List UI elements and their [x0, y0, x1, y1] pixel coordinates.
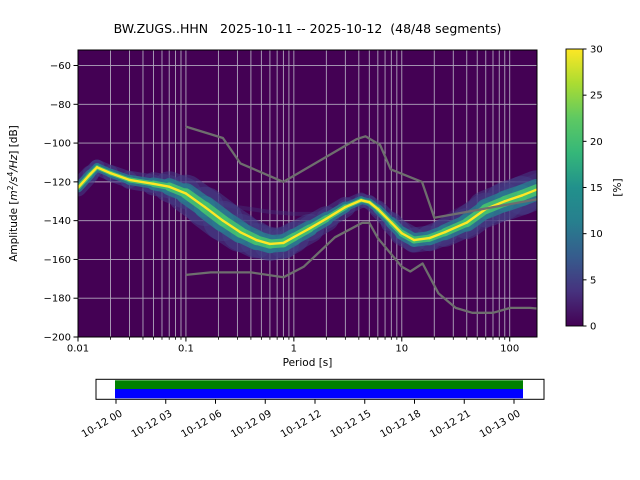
y-axis-label: Amplitude [m2/s4/Hz] [dB]: [6, 125, 20, 262]
noise-model-high-line: [185, 125, 537, 219]
psd-band-layer-3: [78, 166, 537, 246]
y-axis-tick-label: −180: [44, 294, 71, 305]
x-axis-label: Period [s]: [283, 357, 333, 369]
y-axis-tick-label: −100: [44, 139, 71, 150]
x-axis-tick-label: 0.1: [178, 344, 194, 355]
colorbar-tick-label: 20: [590, 137, 603, 148]
timeline-tick-label: 10-12 03: [130, 408, 174, 440]
timeline: 10-12 00 10-12 03 10-12 06 10-12 09 10-12 12…: [80, 378, 545, 440]
x-axis-tick-label: 1: [291, 344, 297, 355]
timeline-tick-label: 10-12 12: [279, 408, 323, 440]
timeline-tick-label: 10-12 00: [80, 408, 124, 440]
timeline-blue-bar: [115, 389, 523, 399]
y-axis-tick-label: −160: [44, 255, 71, 266]
timeline-green-bar: [115, 380, 523, 389]
grid: [77, 50, 537, 337]
y-axis-tick-label: −140: [44, 216, 71, 227]
timeline-tick-label: 10-12 18: [379, 408, 423, 440]
y-axis: −60 −80 −100 −120 −140 −160 −180 −200 Amplitude …: [6, 61, 78, 344]
x-axis: 0.01 0.1 1 10 100 Period [s]: [67, 337, 519, 369]
x-axis-tick-label: 100: [500, 344, 519, 355]
y-axis-tick-label: −200: [44, 333, 71, 344]
colorbar-tick-label: 0: [590, 322, 596, 333]
psd-histogram-band: [78, 159, 537, 261]
timeline-tick-label: 10-12 06: [180, 408, 224, 440]
colorbar: 0 5 10 15 20 25 30 [%]: [565, 45, 624, 333]
timeline-tick-label: 10-12 21: [428, 408, 472, 440]
colorbar-tick-label: 25: [590, 91, 603, 102]
y-axis-tick-label: −120: [44, 177, 71, 188]
x-axis-tick-label: 0.01: [67, 344, 89, 355]
timeline-tick-label: 10-12 09: [229, 408, 273, 440]
colorbar-tick-label: 30: [590, 45, 603, 56]
y-axis-tick-label: −80: [50, 100, 71, 111]
noise-models: [185, 125, 537, 314]
colorbar-tick-label: 10: [590, 229, 603, 240]
x-axis-tick-label: 10: [395, 344, 408, 355]
noise-model-low-line: [185, 221, 537, 314]
y-axis-tick-label: −60: [50, 61, 71, 72]
plot-background: [78, 50, 537, 337]
timeline-tick-label: 10-12 15: [329, 408, 373, 440]
plot-title: BW.ZUGS..HHN 2025-10-11 -- 2025-10-12 (4…: [113, 21, 502, 36]
colorbar-gradient: [566, 49, 583, 326]
timeline-tick-label: 10-13 00: [478, 408, 522, 440]
plot-border: [77, 49, 538, 338]
colorbar-label: [%]: [612, 178, 624, 196]
colorbar-tick-label: 15: [590, 183, 603, 194]
colorbar-tick-label: 5: [590, 275, 596, 286]
